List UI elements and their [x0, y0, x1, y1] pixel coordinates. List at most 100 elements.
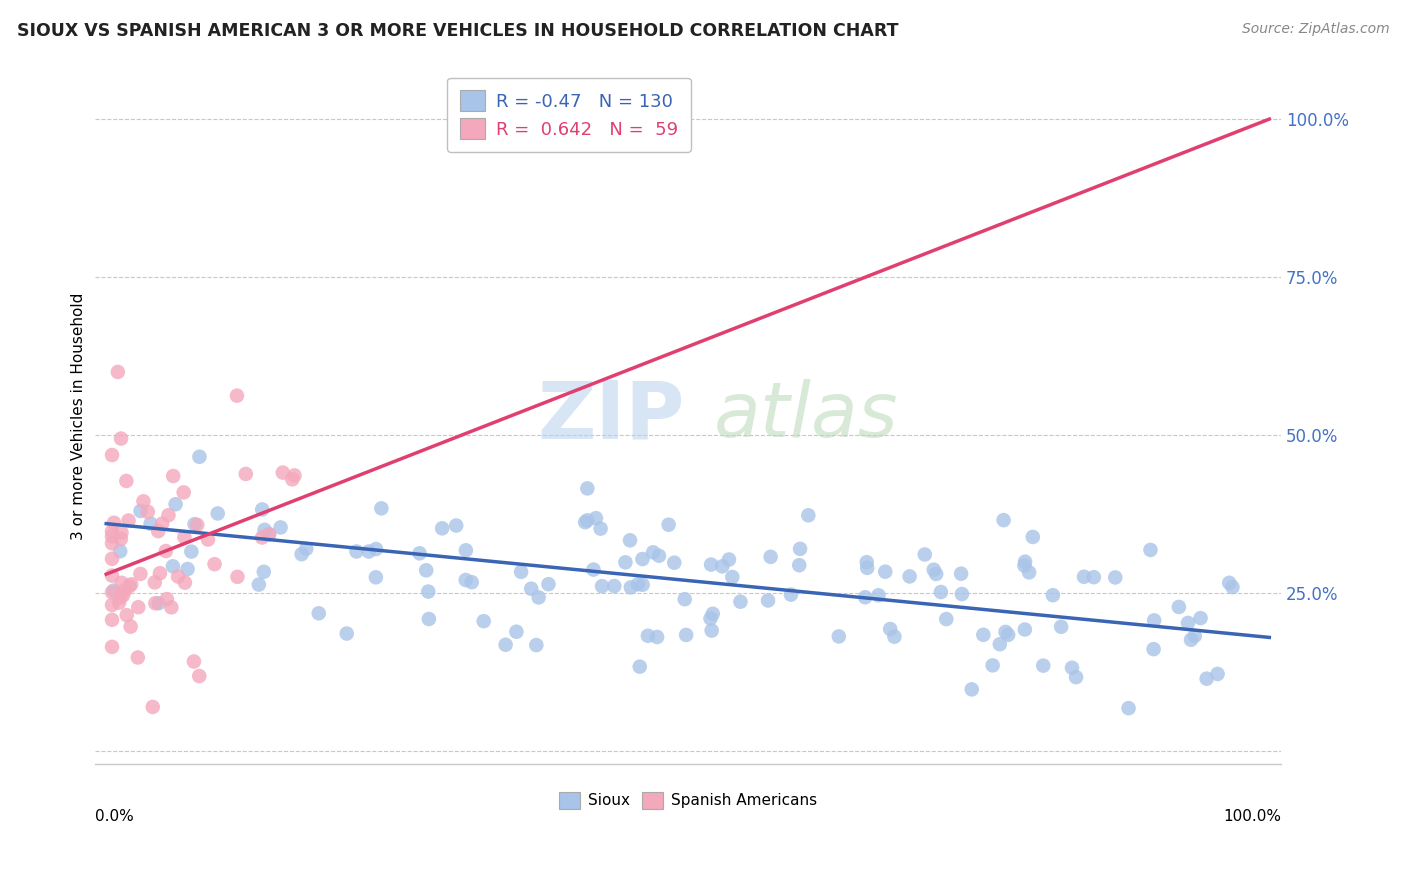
Point	[108, 544, 131, 558]
Point	[101, 529, 124, 543]
Point	[673, 592, 696, 607]
Point	[614, 555, 637, 569]
Point	[582, 563, 605, 577]
Point	[603, 579, 626, 593]
Point	[418, 584, 440, 599]
Point	[981, 658, 1004, 673]
Point	[461, 575, 484, 590]
Point	[454, 543, 477, 558]
Point	[112, 588, 135, 602]
Point	[247, 577, 270, 591]
Point	[648, 549, 671, 563]
Point	[120, 619, 142, 633]
Point	[226, 389, 249, 403]
Point	[257, 527, 280, 541]
Point	[576, 482, 599, 496]
Point	[108, 596, 131, 610]
Point	[148, 524, 170, 538]
Point	[898, 569, 921, 583]
Point	[101, 524, 124, 539]
Point	[129, 566, 152, 581]
Point	[875, 565, 897, 579]
Point	[589, 522, 612, 536]
Point	[879, 622, 901, 636]
Point	[142, 700, 165, 714]
Point	[183, 517, 205, 532]
Point	[235, 467, 257, 481]
Point	[444, 518, 467, 533]
Point	[1022, 530, 1045, 544]
Point	[253, 523, 276, 537]
Text: Source: ZipAtlas.com: Source: ZipAtlas.com	[1241, 22, 1389, 37]
Point	[1104, 570, 1126, 584]
Point	[972, 628, 994, 642]
Point	[117, 514, 139, 528]
Point	[856, 561, 879, 575]
Point	[281, 472, 304, 486]
Point	[1167, 599, 1189, 614]
Legend: Sioux, Spanish Americans: Sioux, Spanish Americans	[553, 786, 823, 815]
Point	[1180, 632, 1202, 647]
Point	[257, 527, 280, 541]
Point	[101, 613, 124, 627]
Point	[797, 508, 820, 523]
Point	[495, 638, 517, 652]
Point	[631, 578, 654, 592]
Point	[756, 593, 779, 607]
Point	[675, 628, 697, 642]
Point	[188, 450, 211, 464]
Point	[308, 607, 330, 621]
Point	[174, 575, 197, 590]
Point	[110, 432, 132, 446]
Point	[520, 582, 543, 596]
Point	[101, 568, 124, 582]
Point	[883, 630, 905, 644]
Point	[637, 629, 659, 643]
Point	[336, 626, 359, 640]
Point	[101, 640, 124, 654]
Point	[101, 551, 124, 566]
Point	[101, 598, 124, 612]
Text: SIOUX VS SPANISH AMERICAN 3 OR MORE VEHICLES IN HOUSEHOLD CORRELATION CHART: SIOUX VS SPANISH AMERICAN 3 OR MORE VEHI…	[17, 22, 898, 40]
Point	[1143, 613, 1166, 627]
Text: atlas: atlas	[714, 379, 898, 453]
Point	[143, 596, 166, 610]
Point	[180, 544, 202, 558]
Point	[510, 565, 533, 579]
Point	[1142, 642, 1164, 657]
Point	[115, 608, 138, 623]
Point	[1083, 570, 1105, 584]
Point	[620, 581, 643, 595]
Point	[270, 520, 292, 534]
Point	[789, 541, 811, 556]
Point	[645, 630, 668, 644]
Text: ZIP: ZIP	[537, 377, 685, 455]
Point	[472, 614, 495, 628]
Point	[574, 515, 596, 529]
Point	[994, 624, 1017, 639]
Point	[619, 533, 641, 548]
Point	[628, 659, 651, 673]
Point	[1184, 629, 1206, 643]
Point	[148, 596, 170, 610]
Point	[101, 536, 124, 550]
Point	[950, 587, 973, 601]
Point	[110, 591, 132, 605]
Point	[868, 588, 890, 602]
Point	[591, 579, 613, 593]
Point	[702, 607, 724, 621]
Point	[935, 612, 957, 626]
Point	[759, 549, 782, 564]
Point	[127, 650, 149, 665]
Point	[780, 588, 803, 602]
Point	[1014, 623, 1036, 637]
Point	[1014, 558, 1036, 573]
Point	[1064, 670, 1087, 684]
Point	[346, 544, 368, 558]
Point	[576, 513, 599, 527]
Point	[271, 466, 294, 480]
Point	[1073, 570, 1095, 584]
Point	[997, 628, 1019, 642]
Point	[173, 530, 195, 544]
Point	[155, 544, 177, 558]
